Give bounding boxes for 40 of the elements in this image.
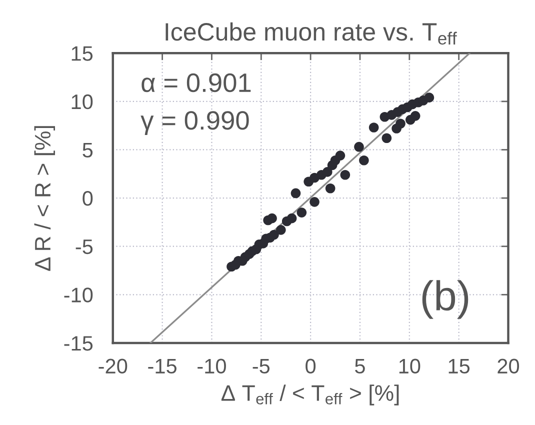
chart-title: IceCube muon rate vs. T$_{eff}$ xyxy=(166,22,457,45)
point xyxy=(322,167,332,177)
point xyxy=(290,188,301,198)
y-tick-label: -10 xyxy=(64,288,93,302)
y-tick-label: 0 xyxy=(82,191,93,206)
point xyxy=(354,142,364,152)
y-tick-label: 5 xyxy=(82,142,93,158)
point xyxy=(340,170,350,180)
point xyxy=(359,155,369,166)
y-tick-label: -5 xyxy=(76,240,93,254)
x-tick-label: -10 xyxy=(198,358,226,374)
x-tick-label: 10 xyxy=(399,358,420,374)
point xyxy=(335,150,346,160)
point xyxy=(410,111,420,121)
y-tick-label: -15 xyxy=(64,336,93,351)
point xyxy=(269,230,279,240)
x-axis-title: Δ T$_{eff}$ / < T$_{eff}$ > [%] xyxy=(221,384,399,406)
point xyxy=(382,133,392,144)
x-tick-label: -5 xyxy=(252,359,270,374)
x-tick-label: 0 xyxy=(306,358,316,374)
point xyxy=(276,225,286,235)
point xyxy=(296,208,307,218)
x-tick-label: -15 xyxy=(148,359,176,374)
point xyxy=(286,213,297,224)
annotation: α = 0.901 xyxy=(142,73,251,92)
point xyxy=(424,92,434,102)
x-tick-label: 20 xyxy=(498,358,520,374)
point xyxy=(368,122,379,132)
point xyxy=(267,213,277,224)
y-tick-label: 15 xyxy=(72,46,93,61)
x-tick-label: 5 xyxy=(355,359,365,374)
y-axis-title: Δ R / < R > [%] xyxy=(34,126,55,271)
annotation: γ = 0.990 xyxy=(140,111,249,135)
y-tick-label: 10 xyxy=(72,94,93,110)
point xyxy=(396,118,406,129)
annotation: (b) xyxy=(422,280,468,319)
x-tick-label: -20 xyxy=(98,358,128,374)
point xyxy=(325,183,336,194)
x-tick-label: 15 xyxy=(448,359,470,374)
point xyxy=(310,197,320,207)
